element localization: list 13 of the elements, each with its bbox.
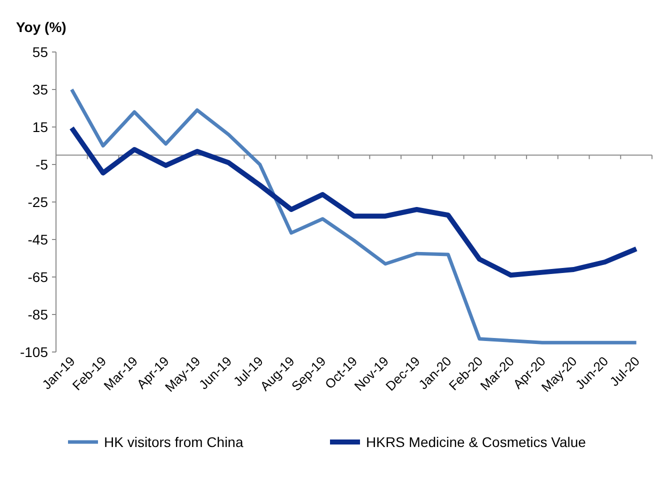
- legend-label: HK visitors from China: [104, 434, 244, 450]
- y-tick-label: 15: [32, 118, 48, 135]
- y-tick-label: -25: [28, 194, 48, 210]
- y-tick-label: -5: [36, 156, 48, 172]
- y-tick-label: -45: [28, 231, 48, 248]
- line-series: [70, 88, 638, 344]
- y-tick-label: -65: [28, 268, 48, 285]
- y-tick-label: 35: [32, 81, 48, 98]
- y-tick-label: 55: [32, 44, 48, 60]
- y-tick-label: -85: [28, 306, 48, 322]
- y-tick-label: -105: [20, 344, 48, 360]
- y-axis-title: Yoy (%): [16, 19, 66, 35]
- legend-label: HKRS Medicine & Cosmetics Value: [366, 434, 586, 450]
